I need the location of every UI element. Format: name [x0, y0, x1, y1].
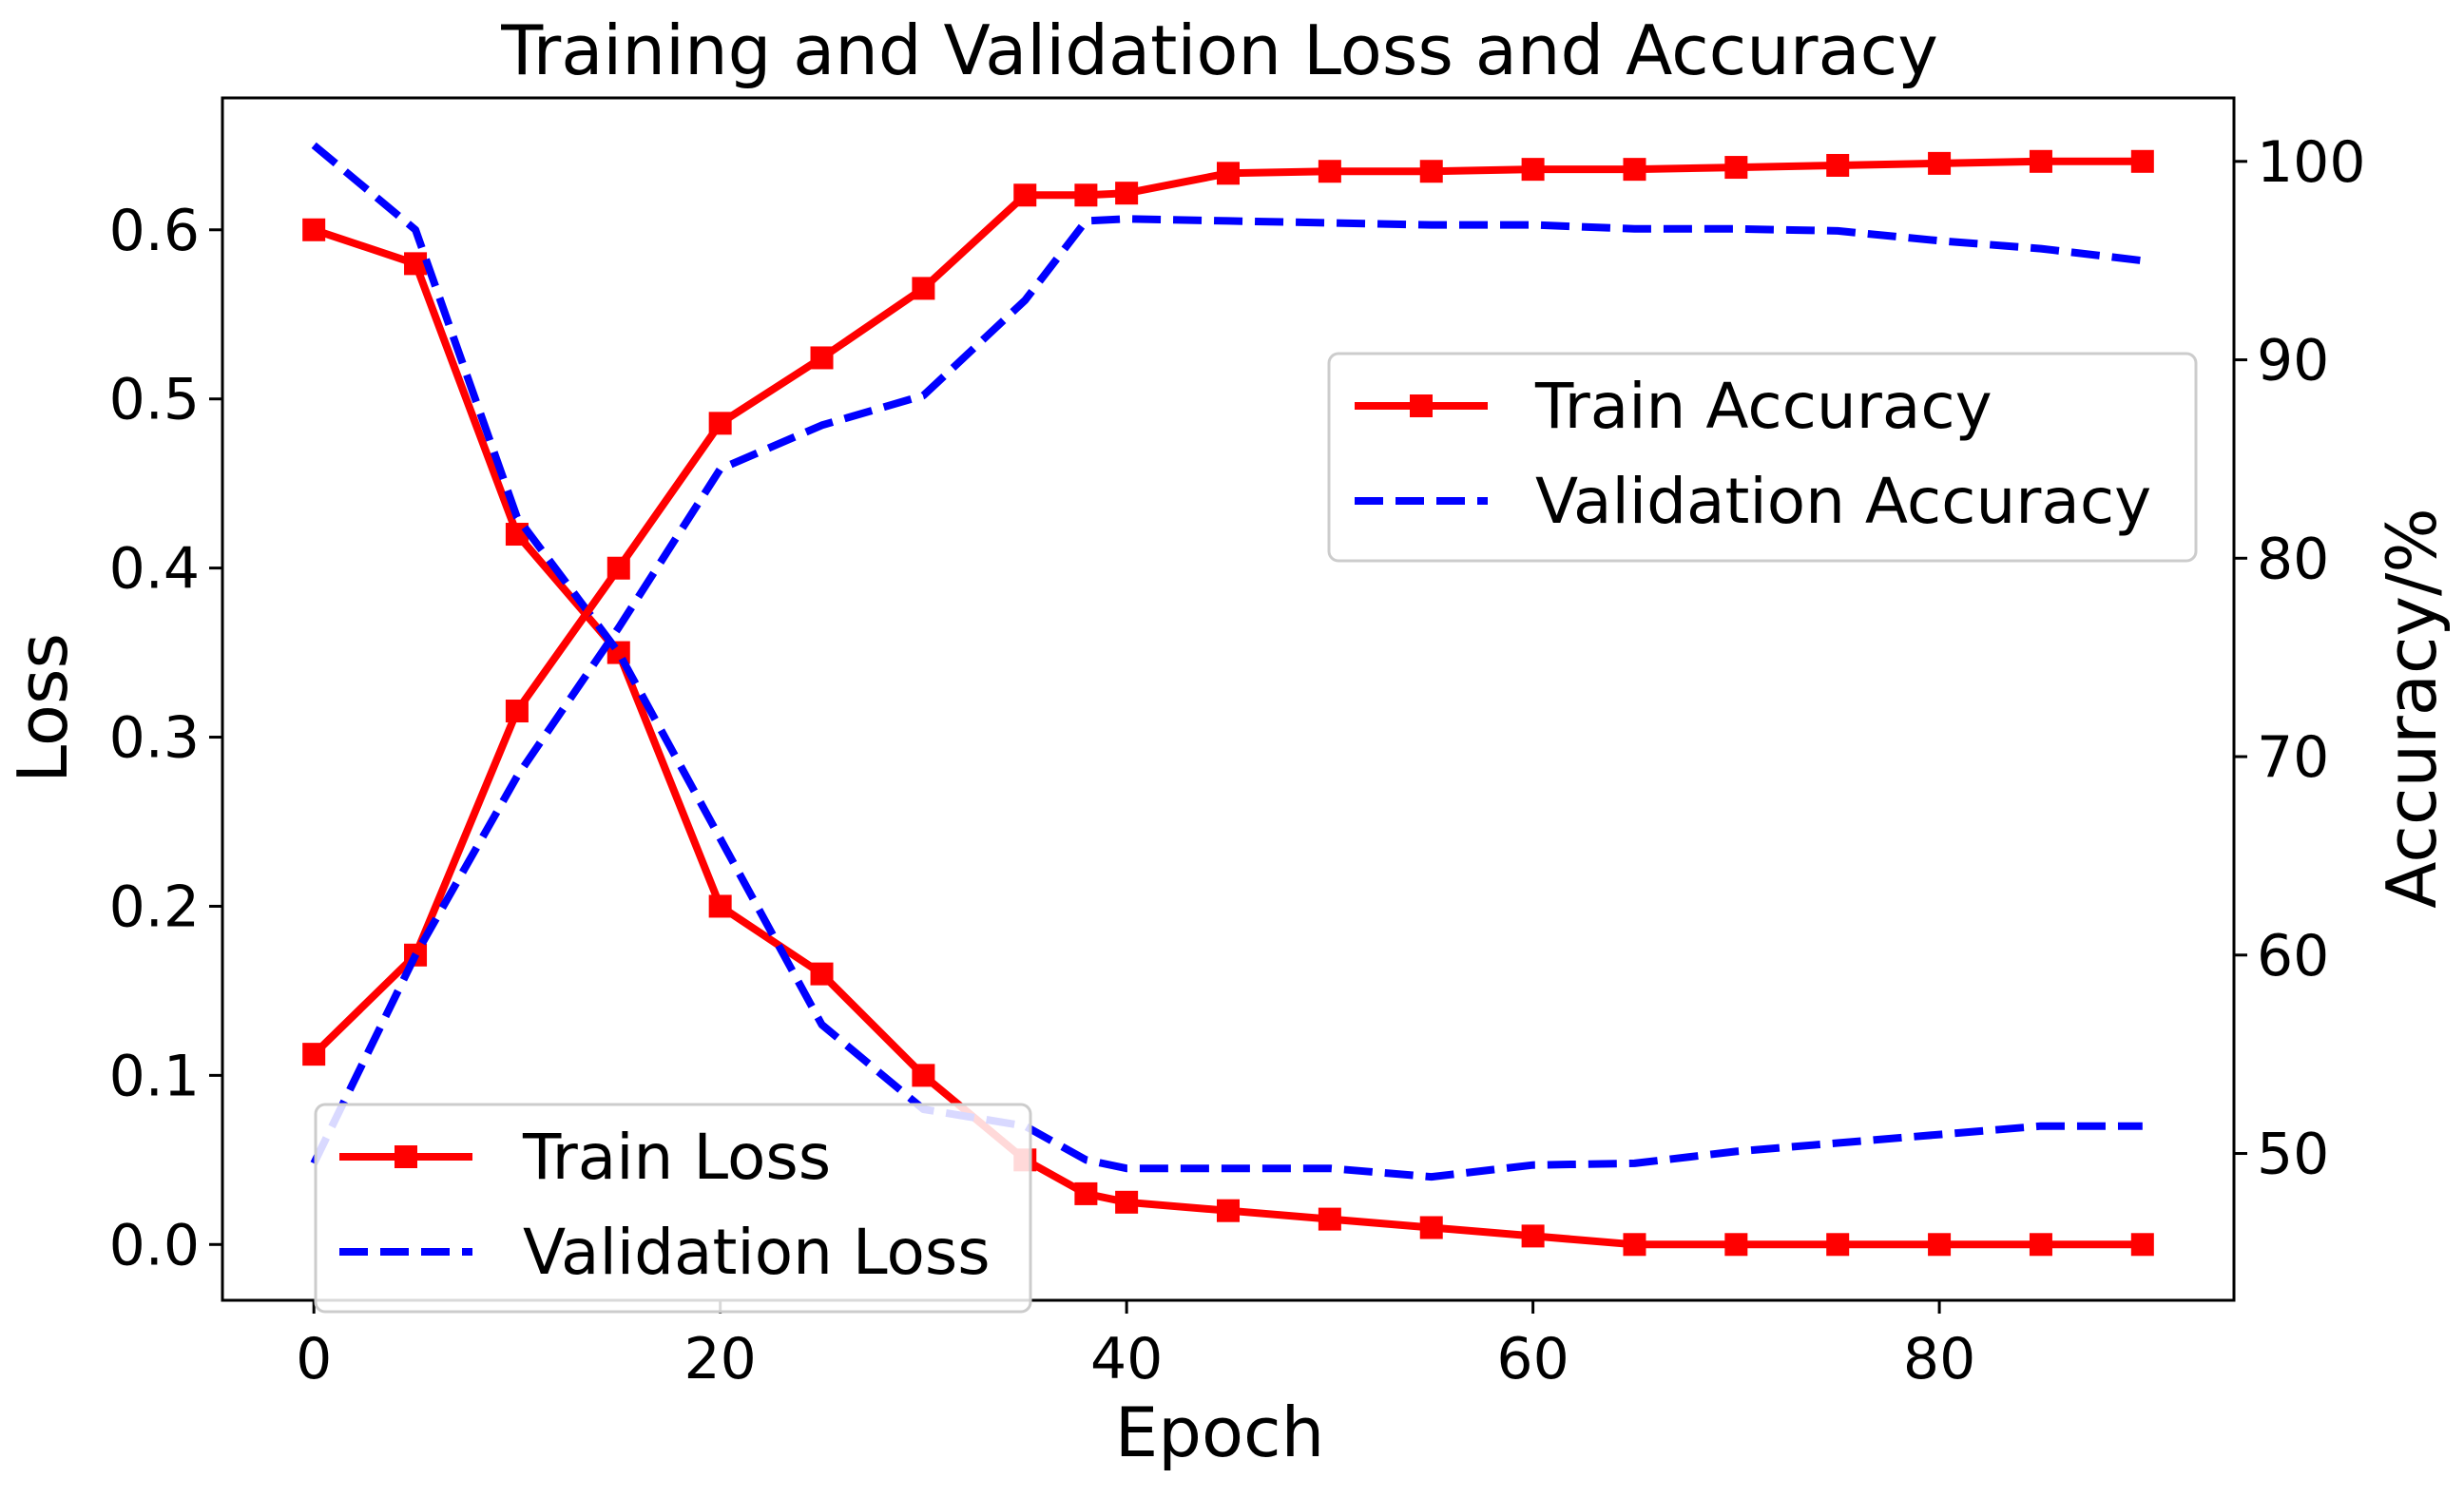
train-loss-point — [1318, 1207, 1341, 1231]
train-accuracy-point — [1826, 153, 1850, 177]
train-accuracy-point — [2029, 149, 2052, 173]
train-loss-point — [505, 523, 529, 547]
left-y-tick-label: 0.3 — [109, 705, 200, 772]
left-y-axis-label: Loss — [3, 633, 83, 783]
legend-loss-box — [314, 1103, 1032, 1314]
train-loss-point — [1217, 1199, 1240, 1222]
train-accuracy-point — [1724, 156, 1748, 180]
train-loss-point — [912, 1064, 935, 1087]
train-loss-point — [302, 218, 326, 241]
train-loss-point — [404, 252, 428, 276]
train-accuracy-point — [302, 1043, 326, 1066]
train-accuracy-point — [1521, 158, 1545, 182]
left-y-tick-label: 0.4 — [109, 536, 200, 603]
train-accuracy-point — [1928, 151, 1952, 175]
legend-loss: Train Loss Validation Loss — [314, 1103, 1032, 1314]
right-y-tick-label: 50 — [2257, 1122, 2329, 1188]
train-loss-point — [2029, 1233, 2052, 1257]
train-loss-point — [2130, 1233, 2154, 1257]
x-tick-label: 20 — [683, 1326, 756, 1392]
right-y-tick-label: 70 — [2257, 724, 2329, 791]
train-accuracy-point — [1074, 183, 1098, 207]
left-y-tick-label: 0.5 — [109, 367, 200, 433]
train-accuracy-point — [505, 700, 529, 723]
legend-train-accuracy-label: Train Accuracy — [1534, 370, 1992, 443]
train-accuracy-point — [1115, 182, 1139, 205]
train-accuracy-point — [2130, 149, 2154, 173]
train-loss-point — [1074, 1181, 1098, 1205]
legend-validation-loss-label: Validation Loss — [523, 1216, 991, 1289]
x-tick-label: 80 — [1903, 1326, 1975, 1392]
x-tick-label: 0 — [296, 1326, 332, 1392]
left-y-tick-label: 0.0 — [109, 1212, 200, 1278]
train-accuracy-point — [606, 556, 630, 580]
legend-accuracy: Train Accuracy Validation Accuracy — [1327, 352, 2198, 563]
train-accuracy-point — [1419, 160, 1443, 183]
x-tick-label: 40 — [1090, 1326, 1163, 1392]
left-y-tick-label: 0.1 — [109, 1043, 200, 1109]
train-accuracy-point — [708, 412, 732, 435]
train-accuracy-point — [1318, 160, 1341, 183]
legend-validation-accuracy-label: Validation Accuracy — [1535, 465, 2151, 538]
train-loss-point — [1623, 1233, 1646, 1257]
x-axis-label: Epoch — [1115, 1392, 1324, 1472]
train-loss-point — [1115, 1190, 1139, 1214]
plot-area-frame — [221, 96, 2236, 1302]
train-loss-point — [810, 962, 834, 986]
train-loss-line — [312, 226, 2143, 1249]
train-accuracy-point — [912, 277, 935, 300]
train-accuracy-line — [311, 157, 2143, 1058]
train-loss-point — [1521, 1224, 1545, 1248]
legend-train-loss-marker — [395, 1145, 417, 1168]
validation-accuracy-line — [310, 215, 2144, 1165]
right-y-tick-label: 100 — [2257, 129, 2366, 196]
right-y-axis-label: Accuracy/% — [2372, 508, 2452, 908]
train-accuracy-point — [810, 346, 834, 370]
train-loss-point — [1419, 1216, 1443, 1239]
train-loss-point — [1826, 1233, 1850, 1257]
left-y-tick-label: 0.6 — [109, 198, 200, 264]
x-tick-label: 60 — [1496, 1326, 1569, 1392]
train-accuracy-point — [1623, 158, 1646, 182]
legend-accuracy-box — [1327, 352, 2198, 563]
train-accuracy-point — [1013, 183, 1037, 207]
left-y-tick-label: 0.2 — [109, 874, 200, 940]
right-y-tick-label: 80 — [2257, 526, 2329, 592]
right-y-tick-label: 90 — [2257, 328, 2329, 394]
legend-train-loss-label: Train Loss — [522, 1121, 831, 1194]
train-loss-point — [708, 894, 732, 918]
train-loss-point — [1724, 1233, 1748, 1257]
legend-train-accuracy-marker — [1410, 394, 1433, 417]
chart-title: Training and Validation Loss and Accurac… — [500, 10, 1938, 90]
train-accuracy-point — [1217, 162, 1240, 185]
right-y-tick-label: 60 — [2257, 923, 2329, 989]
train-loss-point — [1928, 1233, 1952, 1257]
